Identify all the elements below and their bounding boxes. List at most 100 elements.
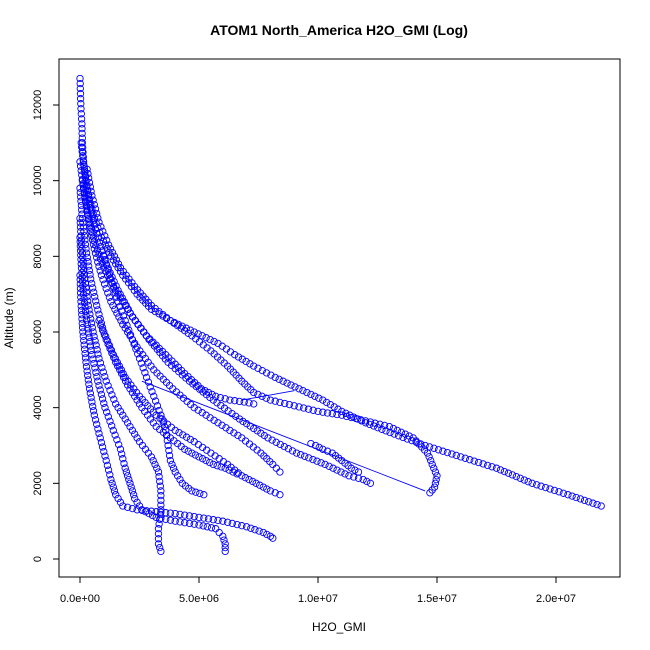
data-point xyxy=(202,334,210,342)
data-point xyxy=(101,404,109,412)
data-point xyxy=(256,481,264,489)
data-point xyxy=(78,214,87,223)
data-point xyxy=(431,479,440,487)
x-tick-label: 2.0e+07 xyxy=(536,593,576,605)
data-point xyxy=(333,410,341,419)
data-point xyxy=(108,248,117,257)
data-point xyxy=(107,475,115,484)
data-point xyxy=(221,395,229,403)
data-point xyxy=(178,322,186,330)
data-point xyxy=(154,540,163,548)
data-point xyxy=(264,434,272,442)
data-point xyxy=(78,206,86,214)
data-point xyxy=(221,547,229,556)
data-point xyxy=(89,402,97,411)
data-point xyxy=(85,215,93,224)
data-point xyxy=(234,353,243,361)
data-point xyxy=(82,358,90,366)
data-series xyxy=(76,158,284,476)
data-point xyxy=(238,472,246,480)
data-point xyxy=(76,158,84,166)
data-point xyxy=(479,460,487,468)
data-point xyxy=(222,424,230,432)
data-point xyxy=(537,482,545,490)
data-point xyxy=(311,392,319,400)
data-point xyxy=(108,422,116,430)
data-point xyxy=(97,321,105,330)
data-point xyxy=(131,392,139,400)
data-point xyxy=(110,354,118,362)
data-series xyxy=(95,316,241,478)
data-point xyxy=(246,360,254,368)
data-point xyxy=(157,491,165,500)
data-point xyxy=(92,341,100,349)
data-point xyxy=(550,486,559,495)
data-point xyxy=(76,74,84,83)
data-point xyxy=(77,110,85,118)
data-point xyxy=(94,306,102,314)
data-point xyxy=(118,307,126,315)
data-point xyxy=(116,407,125,416)
data-point xyxy=(97,438,106,447)
data-point xyxy=(99,368,107,376)
data-point xyxy=(119,455,127,463)
data-point xyxy=(209,460,217,469)
data-point xyxy=(208,390,216,399)
data-point xyxy=(250,400,258,408)
data-point xyxy=(425,453,433,461)
data-point xyxy=(103,461,112,470)
data-point xyxy=(452,451,460,460)
data-point xyxy=(334,405,342,413)
data-point xyxy=(114,404,122,412)
data-point xyxy=(350,473,358,481)
data-point xyxy=(108,279,117,288)
data-point xyxy=(138,506,146,514)
data-point xyxy=(113,309,121,317)
data-point xyxy=(153,402,162,410)
data-point xyxy=(385,422,394,431)
data-point xyxy=(128,335,137,344)
data-point xyxy=(116,366,124,374)
data-point xyxy=(483,461,492,470)
data-point xyxy=(194,406,202,414)
data-point xyxy=(90,332,98,341)
data-point xyxy=(165,446,173,455)
data-point xyxy=(126,331,135,339)
data-point xyxy=(83,165,91,173)
data-point xyxy=(593,500,601,509)
data-point xyxy=(585,498,593,506)
data-point xyxy=(341,470,349,478)
data-point xyxy=(524,478,532,486)
data-point xyxy=(88,351,96,359)
data-point xyxy=(104,340,112,348)
data-point xyxy=(126,332,134,340)
x-axis: 0.0e+00 5.0e+06 1.0e+07 1.5e+07 2.0e+07 xyxy=(60,576,576,605)
data-point xyxy=(242,420,251,428)
data-point xyxy=(338,407,346,416)
data-point xyxy=(568,492,576,500)
data-point xyxy=(90,359,98,368)
data-point xyxy=(101,372,109,381)
data-point xyxy=(428,460,436,469)
data-point xyxy=(330,403,338,411)
data-point xyxy=(202,411,210,419)
data-point xyxy=(326,400,335,409)
data-point xyxy=(191,451,200,459)
data-point xyxy=(206,335,214,344)
data-point xyxy=(98,395,107,403)
data-point xyxy=(190,512,198,521)
data-point xyxy=(85,174,93,182)
data-point xyxy=(116,498,125,506)
data-point xyxy=(78,315,86,323)
data-point xyxy=(128,504,137,513)
data-point xyxy=(171,517,179,525)
data-point xyxy=(242,523,251,531)
data-point xyxy=(121,316,129,325)
data-point xyxy=(109,426,117,435)
data-point xyxy=(110,487,119,495)
data-point xyxy=(77,251,85,259)
data-point xyxy=(269,534,277,542)
data-point xyxy=(109,483,117,491)
data-point xyxy=(141,369,149,377)
data-point xyxy=(305,454,313,462)
